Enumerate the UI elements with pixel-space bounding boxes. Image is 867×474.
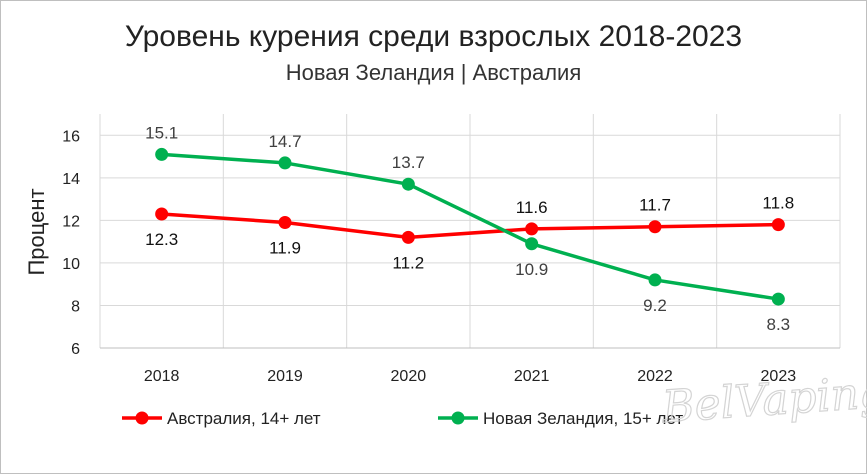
data-label: 15.1	[145, 123, 178, 142]
y-tick-label: 10	[62, 256, 80, 273]
data-point	[648, 273, 662, 287]
y-axis-label: Процент	[24, 188, 49, 275]
data-point	[278, 156, 292, 170]
data-point	[771, 218, 785, 232]
y-tick-label: 16	[62, 128, 80, 145]
data-label: 8.3	[767, 315, 791, 334]
data-point	[525, 222, 539, 236]
x-tick-label: 2020	[391, 368, 427, 385]
legend-item-2: Новая Зеландия, 15+ лет	[438, 409, 683, 428]
legend-marker	[135, 411, 149, 425]
data-point	[525, 237, 539, 251]
legend-item-1: Австралия, 14+ лет	[122, 409, 321, 428]
data-label: 11.8	[762, 194, 794, 213]
y-tick-label: 8	[71, 298, 80, 315]
series-line	[161, 152, 779, 301]
data-point	[155, 207, 169, 221]
watermark-logo: BelVaping	[660, 366, 867, 433]
data-label: 11.2	[392, 253, 424, 272]
legend-marker	[451, 411, 465, 425]
series-1: 12.3 11.9 11.2 11.6 11.7 11.8	[145, 194, 794, 273]
x-tick-label: 2022	[637, 368, 673, 385]
legend-label: Новая Зеландия, 15+ лет	[483, 409, 683, 428]
x-tick-label: 2019	[267, 368, 303, 385]
data-label: 11.7	[639, 196, 671, 215]
x-tick-label: 2023	[761, 368, 797, 385]
data-label: 10.9	[515, 260, 548, 279]
legend: Австралия, 14+ лет Новая Зеландия, 15+ ле…	[122, 409, 683, 428]
x-axis-ticks: 2018 2019 2020 2021 2022 2023	[144, 368, 796, 385]
y-tick-label: 6	[71, 341, 80, 358]
data-point	[401, 230, 415, 244]
x-tick-label: 2018	[144, 368, 180, 385]
data-label: 13.7	[392, 153, 425, 172]
y-axis-ticks: 6 8 10 12 14 16	[62, 128, 80, 358]
grid-lines	[99, 114, 841, 349]
data-series: 12.3 11.9 11.2 11.6 11.7 11.8 15.1 14.7 13.7 10.9…	[145, 123, 794, 334]
y-tick-label: 12	[62, 213, 80, 230]
legend-label: Австралия, 14+ лет	[167, 409, 321, 428]
series-2: 15.1 14.7 13.7 10.9 9.2 8.3	[145, 123, 790, 334]
data-label: 9.2	[643, 296, 667, 315]
chart-title: Уровень курения среди взрослых 2018-2023	[124, 20, 743, 53]
data-point	[648, 220, 662, 234]
data-point	[771, 292, 785, 306]
data-label: 14.7	[268, 132, 301, 151]
data-point	[155, 147, 169, 161]
y-tick-label: 14	[62, 171, 80, 188]
chart-subtitle: Новая Зеландия | Австралия	[285, 60, 582, 85]
data-label: 11.9	[269, 238, 301, 257]
series-line	[161, 212, 779, 240]
x-tick-label: 2021	[514, 368, 550, 385]
data-label: 11.6	[516, 198, 548, 217]
data-label: 12.3	[145, 230, 178, 249]
data-point	[401, 177, 415, 191]
data-point	[278, 215, 292, 229]
